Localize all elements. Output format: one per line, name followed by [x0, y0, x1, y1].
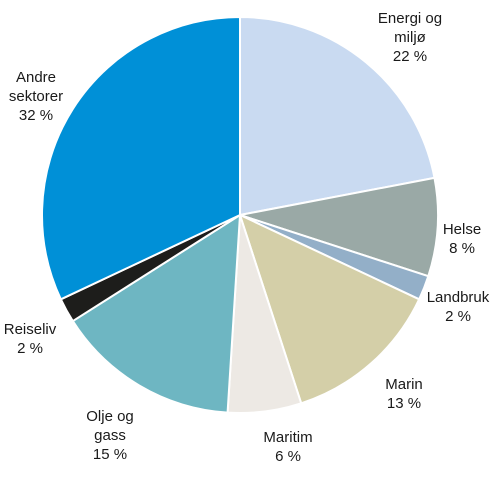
- slice-label-line: 6 %: [275, 448, 301, 465]
- slice-label-reiseliv: Reiseliv 2 %: [4, 321, 57, 357]
- slice-label-line: Olje og: [86, 408, 134, 425]
- slice-label-line: 2 %: [17, 340, 43, 357]
- slice-label-line: 13 %: [387, 395, 421, 412]
- slice-label-line: Maritim: [263, 429, 312, 446]
- slice-label-helse: Helse 8 %: [443, 221, 481, 257]
- slice-label-line: Landbruk: [427, 289, 490, 306]
- pie-slice-helse: [239, 176, 439, 278]
- slice-label-line: 8 %: [449, 240, 475, 257]
- slice-label-landbruk: Landbruk 2 %: [427, 289, 490, 325]
- slice-label-line: miljø: [394, 29, 426, 46]
- slice-label-maritim: Maritim 6 %: [263, 429, 312, 465]
- slice-label-line: 2 %: [445, 308, 471, 325]
- slice-label-line: gass: [94, 427, 126, 444]
- pie-slice-andre-sektorer: [41, 16, 241, 301]
- slice-label-line: 15 %: [93, 446, 127, 463]
- slice-label-line: 22 %: [393, 48, 427, 65]
- slice-label-andre-sektorer: Andre sektorer 32 %: [9, 69, 63, 124]
- slice-label-line: Marin: [385, 376, 423, 393]
- pie-slice-olje-og-gass: [71, 214, 241, 414]
- slice-label-line: Helse: [443, 221, 481, 238]
- slice-label-energi-og-miljo: Energi og miljø 22 %: [378, 10, 442, 65]
- slice-label-line: sektorer: [9, 88, 63, 105]
- slice-label-line: Energi og: [378, 10, 442, 27]
- slice-label-line: Andre: [16, 69, 56, 86]
- pie-slice-marin: [239, 214, 421, 405]
- slice-label-line: Reiseliv: [4, 321, 57, 338]
- slice-label-line: 32 %: [19, 107, 53, 124]
- slice-label-olje-og-gass: Olje og gass 15 %: [86, 408, 134, 463]
- pie-slice-energi-og-miljo: [239, 16, 436, 216]
- slice-label-marin: Marin 13 %: [385, 376, 423, 412]
